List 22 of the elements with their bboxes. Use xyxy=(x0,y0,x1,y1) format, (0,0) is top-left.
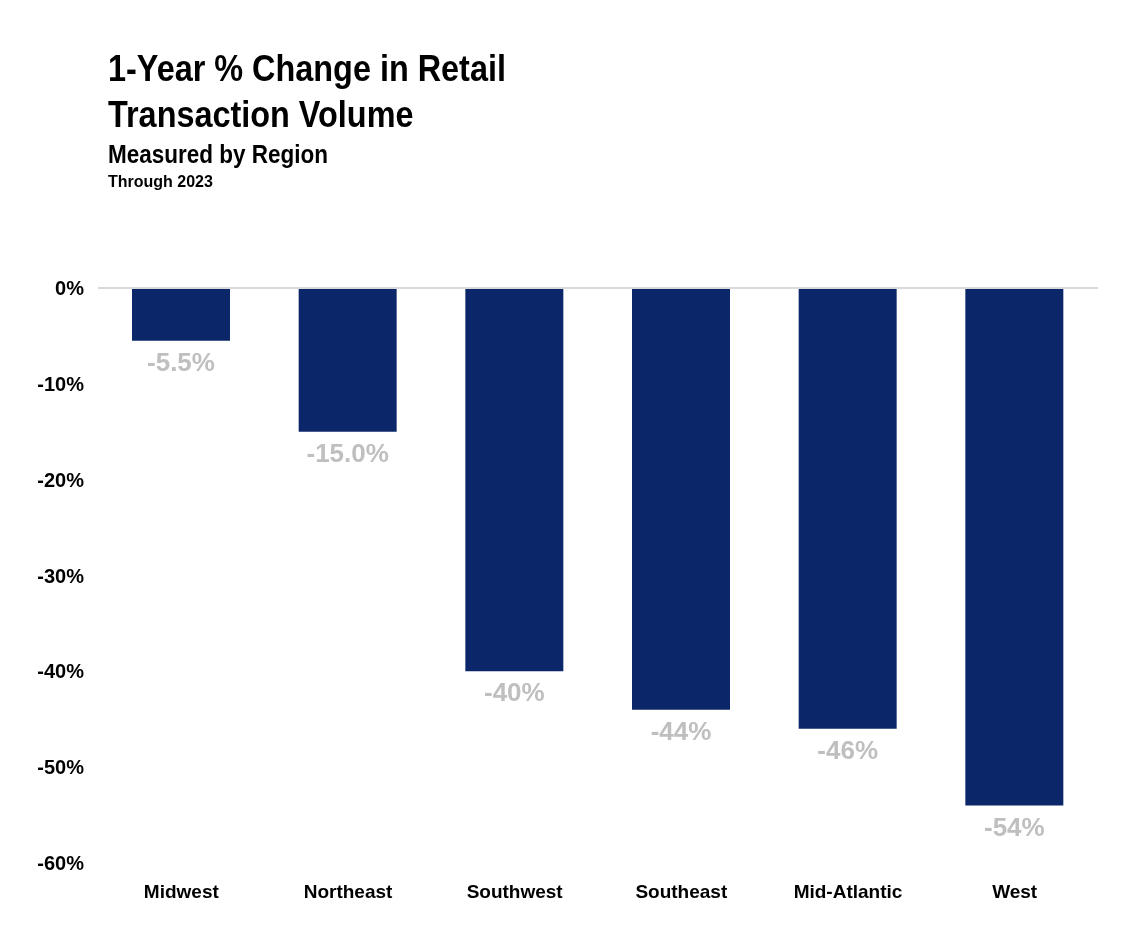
data-label: -40% xyxy=(483,677,545,708)
chart-subtitle: Measured by Region xyxy=(108,140,330,169)
y-tick-label: -40% xyxy=(37,660,85,683)
y-tick-label: -30% xyxy=(37,564,85,587)
y-tick-label: 0% xyxy=(55,277,85,300)
x-tick-label: West xyxy=(992,881,1038,903)
x-tick-label: Southwest xyxy=(466,881,564,903)
data-label: -15.0% xyxy=(306,437,389,468)
chart-title: 1-Year % Change in Retail Transaction Volume xyxy=(108,47,507,137)
data-label: -46% xyxy=(817,734,879,765)
x-tick-label: Southeast xyxy=(635,881,728,903)
x-tick-label: Northeast xyxy=(303,881,394,903)
data-label: -5.5% xyxy=(147,346,215,377)
data-label: -54% xyxy=(983,811,1045,842)
text: Through 2023 xyxy=(108,173,214,191)
x-tick-label: Mid-Atlantic xyxy=(793,881,903,903)
y-tick-label: -50% xyxy=(37,756,85,779)
x-tick-label: Midwest xyxy=(143,881,220,903)
y-tick-label: -60% xyxy=(37,852,85,875)
y-tick-label: -20% xyxy=(37,468,85,491)
data-label: -44% xyxy=(650,715,712,746)
y-tick-label: -10% xyxy=(37,372,85,395)
